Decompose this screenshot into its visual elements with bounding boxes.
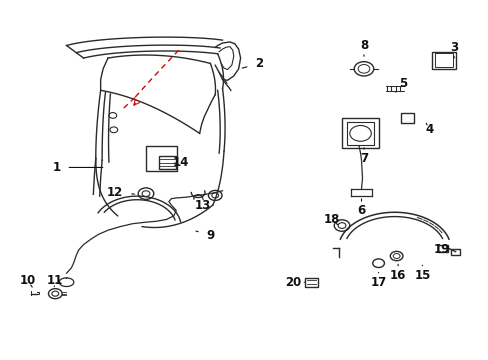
Text: 20: 20	[285, 276, 304, 289]
Text: 16: 16	[389, 264, 406, 282]
Bar	[146, 146, 177, 171]
Text: 12: 12	[107, 186, 134, 199]
Text: 6: 6	[357, 199, 365, 217]
Bar	[431, 51, 455, 69]
Text: 15: 15	[413, 265, 430, 282]
Bar	[434, 53, 452, 67]
Text: 9: 9	[196, 229, 214, 242]
Bar	[346, 122, 373, 145]
Bar	[400, 113, 413, 123]
Text: 18: 18	[324, 213, 340, 226]
Text: 10: 10	[20, 274, 36, 287]
Bar	[437, 245, 447, 252]
Text: 14: 14	[173, 156, 189, 168]
Text: 11: 11	[46, 274, 62, 287]
Text: 3: 3	[449, 41, 457, 58]
Bar	[450, 249, 459, 255]
Bar	[341, 118, 378, 148]
Text: 5: 5	[395, 77, 407, 92]
Text: 2: 2	[242, 57, 263, 70]
Text: 4: 4	[425, 123, 433, 136]
Text: 19: 19	[433, 243, 449, 256]
Text: 13: 13	[195, 199, 211, 212]
Text: 17: 17	[370, 273, 386, 289]
Text: 1: 1	[53, 161, 102, 174]
Text: 8: 8	[359, 39, 367, 56]
Bar	[158, 156, 176, 169]
Text: 7: 7	[359, 148, 367, 165]
Bar	[305, 278, 318, 287]
